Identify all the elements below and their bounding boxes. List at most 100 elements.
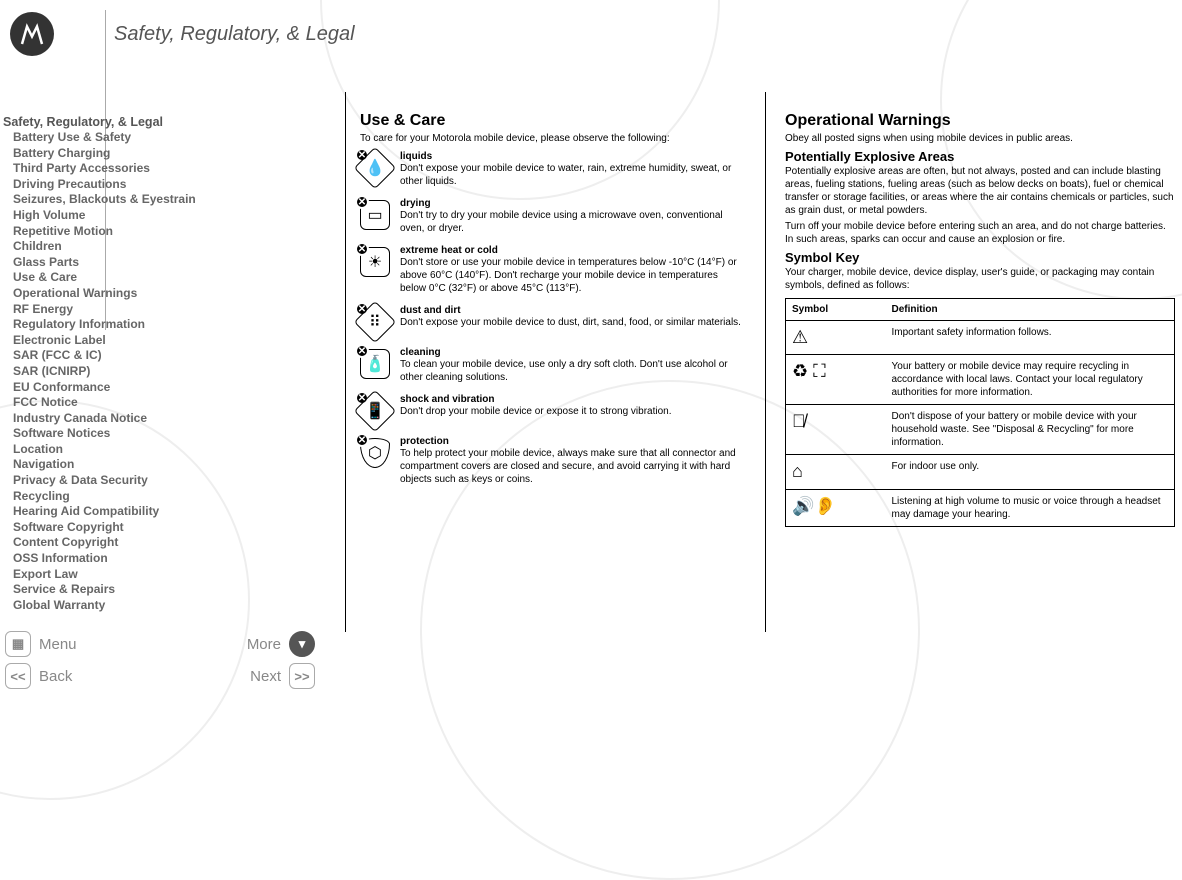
care-icon: ✕ 🧴 (360, 349, 390, 379)
definition-header: Definition (886, 299, 1175, 321)
operational-warnings-column: Operational Warnings Obey all posted sig… (785, 112, 1175, 527)
care-item-text: Don't expose your mobile device to water… (400, 162, 745, 188)
care-item: ✕ ▭ drying Don't try to dry your mobile … (360, 198, 745, 235)
symbol-header: Symbol (786, 299, 886, 321)
sidebar-item[interactable]: Software Copyright (13, 520, 283, 536)
prohibit-badge-icon: ✕ (355, 433, 369, 447)
care-icon: ✕ 📱 (360, 396, 390, 426)
sidebar-item[interactable]: FCC Notice (13, 395, 283, 411)
care-item: ✕ ☀ extreme heat or cold Don't store or … (360, 245, 745, 295)
care-item: ✕ ⬡ protection To help protect your mobi… (360, 436, 745, 486)
care-item-text: Don't drop your mobile device or expose … (400, 405, 672, 418)
definition-cell: Your battery or mobile device may requir… (886, 355, 1175, 405)
care-icon: ✕ ▭ (360, 200, 390, 230)
symbol-key-intro: Your charger, mobile device, device disp… (785, 266, 1175, 292)
explosive-areas-title: Potentially Explosive Areas (785, 149, 1175, 164)
more-label: More (247, 636, 281, 653)
sidebar-item[interactable]: Hearing Aid Compatibility (13, 504, 283, 520)
op-warn-intro: Obey all posted signs when using mobile … (785, 132, 1175, 145)
menu-icon: ▦ (5, 631, 31, 657)
use-care-intro: To care for your Motorola mobile device,… (360, 132, 745, 145)
care-item: ✕ 🧴 cleaning To clean your mobile device… (360, 347, 745, 384)
motorola-logo (10, 12, 54, 56)
sidebar-item[interactable]: OSS Information (13, 551, 283, 567)
sidebar-item[interactable]: Regulatory Information (13, 317, 283, 333)
care-item-name: cleaning (400, 347, 745, 358)
sidebar-item[interactable]: Children (13, 239, 283, 255)
op-warn-title: Operational Warnings (785, 112, 1175, 130)
back-label: Back (39, 668, 72, 685)
definition-cell: For indoor use only. (886, 455, 1175, 489)
sidebar-heading[interactable]: Safety, Regulatory, & Legal (3, 115, 283, 129)
care-icon: ✕ ⠿ (360, 307, 390, 337)
care-icon: ✕ 💧 (360, 153, 390, 183)
table-row: ⚠ Important safety information follows. (786, 321, 1175, 355)
care-item: ✕ 📱 shock and vibration Don't drop your … (360, 394, 745, 426)
prohibit-badge-icon: ✕ (355, 344, 369, 358)
sidebar-item[interactable]: Glass Parts (13, 255, 283, 271)
explosive-areas-p2: Turn off your mobile device before enter… (785, 220, 1175, 246)
sidebar-item[interactable]: Service & Repairs (13, 582, 283, 598)
sidebar-item[interactable]: Recycling (13, 489, 283, 505)
sidebar-item[interactable]: High Volume (13, 208, 283, 224)
sidebar-item[interactable]: Driving Precautions (13, 177, 283, 193)
back-icon: << (5, 663, 31, 689)
sidebar-item[interactable]: RF Energy (13, 302, 283, 318)
sidebar-item[interactable]: Use & Care (13, 270, 283, 286)
table-row: ♻ ⛶ Your battery or mobile device may re… (786, 355, 1175, 405)
symbol-key-title: Symbol Key (785, 250, 1175, 265)
sidebar-item[interactable]: Content Copyright (13, 535, 283, 551)
sidebar-item[interactable]: EU Conformance (13, 380, 283, 396)
care-icon: ✕ ⬡ (360, 438, 390, 468)
table-row: 🔊👂 Listening at high volume to music or … (786, 489, 1175, 526)
symbol-cell: 🔊👂 (786, 489, 886, 526)
table-row: 🗑̸ Don't dispose of your battery or mobi… (786, 405, 1175, 455)
sidebar-item[interactable]: Export Law (13, 567, 283, 583)
sidebar: Safety, Regulatory, & Legal Battery Use … (3, 115, 283, 613)
care-item-text: Don't expose your mobile device to dust,… (400, 316, 741, 329)
next-label: Next (250, 668, 281, 685)
sidebar-item[interactable]: Operational Warnings (13, 286, 283, 302)
symbol-cell: 🗑̸ (786, 405, 886, 455)
definition-cell: Important safety information follows. (886, 321, 1175, 355)
nav-bar: ▦ Menu ▾ More << Back >> Next (5, 631, 315, 695)
menu-button[interactable]: ▦ Menu (5, 631, 77, 657)
sidebar-item[interactable]: Navigation (13, 457, 283, 473)
sidebar-item[interactable]: Global Warranty (13, 598, 283, 614)
next-button[interactable]: >> Next (250, 663, 315, 689)
prohibit-badge-icon: ✕ (355, 195, 369, 209)
definition-cell: Don't dispose of your battery or mobile … (886, 405, 1175, 455)
sidebar-item[interactable]: Battery Charging (13, 146, 283, 162)
sidebar-item[interactable]: Battery Use & Safety (13, 130, 283, 146)
care-item-name: protection (400, 436, 745, 447)
back-button[interactable]: << Back (5, 663, 72, 689)
sidebar-item[interactable]: Location (13, 442, 283, 458)
page-title: Safety, Regulatory, & Legal (114, 23, 355, 46)
sidebar-item[interactable]: Third Party Accessories (13, 161, 283, 177)
symbol-table: Symbol Definition ⚠ Important safety inf… (785, 298, 1175, 527)
symbol-cell: ⌂ (786, 455, 886, 489)
next-icon: >> (289, 663, 315, 689)
care-item-text: To help protect your mobile device, alwa… (400, 447, 745, 486)
table-row: ⌂ For indoor use only. (786, 455, 1175, 489)
sidebar-item[interactable]: Industry Canada Notice (13, 411, 283, 427)
care-item-text: To clean your mobile device, use only a … (400, 358, 745, 384)
symbol-cell: ⚠ (786, 321, 886, 355)
care-item-text: Don't store or use your mobile device in… (400, 256, 745, 295)
use-care-title: Use & Care (360, 112, 745, 130)
sidebar-item[interactable]: Repetitive Motion (13, 224, 283, 240)
care-item-name: shock and vibration (400, 394, 672, 405)
sidebar-item[interactable]: Seizures, Blackouts & Eyestrain (13, 192, 283, 208)
sidebar-item[interactable]: Electronic Label (13, 333, 283, 349)
sidebar-item[interactable]: SAR (FCC & IC) (13, 348, 283, 364)
symbol-cell: ♻ ⛶ (786, 355, 886, 405)
care-item-name: dust and dirt (400, 305, 741, 316)
more-icon: ▾ (289, 631, 315, 657)
explosive-areas-p1: Potentially explosive areas are often, b… (785, 165, 1175, 217)
care-item-name: drying (400, 198, 745, 209)
sidebar-item[interactable]: Privacy & Data Security (13, 473, 283, 489)
sidebar-item[interactable]: SAR (ICNIRP) (13, 364, 283, 380)
header: Safety, Regulatory, & Legal (10, 12, 355, 56)
sidebar-item[interactable]: Software Notices (13, 426, 283, 442)
more-button[interactable]: ▾ More (247, 631, 315, 657)
